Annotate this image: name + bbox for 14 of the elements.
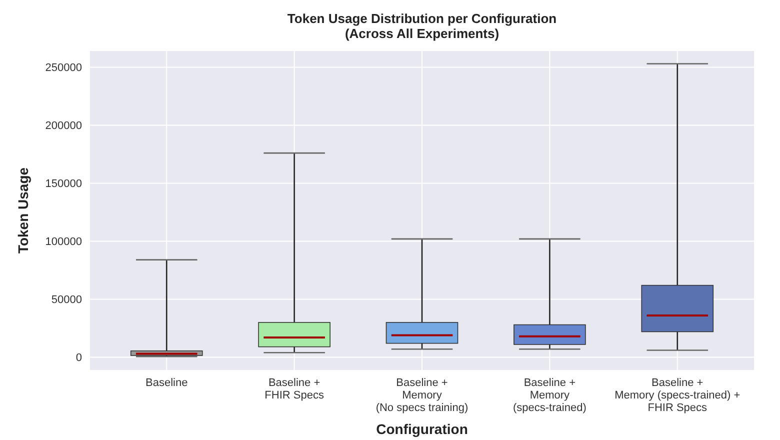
y-tick-label: 0 <box>76 352 82 364</box>
y-tick-label: 50000 <box>51 294 82 306</box>
x-tick-label: Baseline + FHIR Specs <box>264 377 324 402</box>
y-tick-label: 100000 <box>45 236 82 248</box>
x-axis-title: Configuration <box>376 421 468 437</box>
x-tick-label: Baseline + Memory (specs-trained) <box>513 377 586 414</box>
y-tick-label: 250000 <box>45 62 82 74</box>
y-tick-label: 150000 <box>45 178 82 190</box>
y-tick-label: 200000 <box>45 120 82 132</box>
x-tick-label: Baseline + Memory (specs-trained) + FHIR Specs <box>614 377 740 414</box>
x-tick-label: Baseline + Memory (No specs training) <box>376 377 468 414</box>
x-tick-label: Baseline <box>146 377 188 389</box>
chart-title: Token Usage Distribution per Configuration (Across All Experiments) <box>287 11 557 41</box>
y-axis-title: Token Usage <box>15 167 31 254</box>
